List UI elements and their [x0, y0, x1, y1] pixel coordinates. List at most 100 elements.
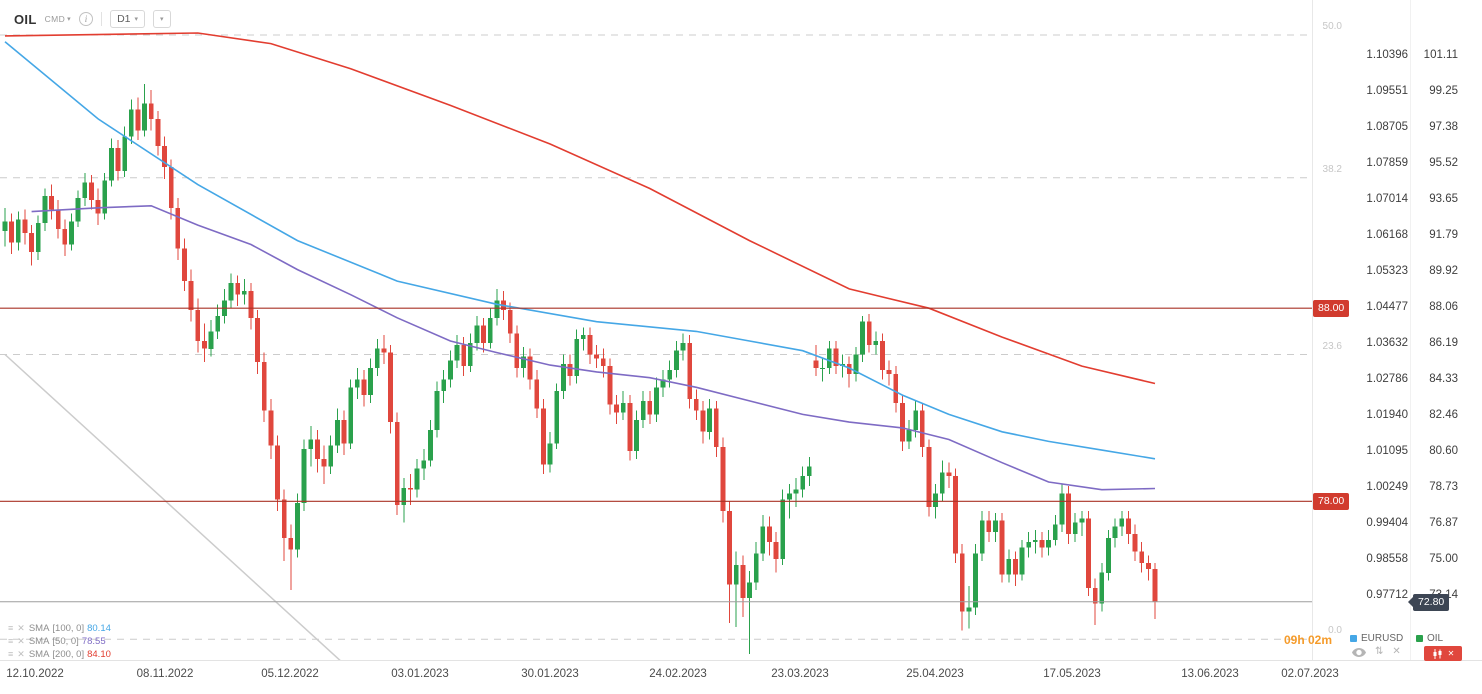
- eurusd-axis-label: 0.98558: [1366, 553, 1408, 566]
- oil-axis-label: 89.92: [1429, 265, 1458, 278]
- time-axis-label: 24.02.2023: [649, 668, 707, 680]
- close-icon: ✕: [1447, 648, 1455, 658]
- oil-axis-label: 80.60: [1429, 445, 1458, 458]
- indicator-params: [50, 0]: [52, 635, 79, 647]
- info-icon[interactable]: i: [79, 12, 94, 26]
- time-axis-label: 25.04.2023: [906, 668, 964, 680]
- time-axis-separator: [0, 660, 1482, 661]
- indicator-settings-icon[interactable]: ≡: [8, 648, 14, 659]
- eurusd-axis-label: 1.01940: [1366, 409, 1408, 422]
- timeframe-label: D1: [117, 13, 131, 25]
- plot-axis-separator: [1312, 0, 1313, 660]
- eurusd-axis-label: 1.06168: [1366, 228, 1408, 241]
- exchange-label: CMD: [44, 14, 66, 24]
- oil-axis-label: 86.19: [1429, 337, 1458, 350]
- indicator-row-sma50: ≡ ✕ SMA [50, 0] 78.55: [8, 635, 111, 647]
- fibonacci-level-lines[interactable]: [0, 34, 1312, 640]
- oil-axis-label: 75.00: [1429, 553, 1458, 566]
- time-axis-label: 02.07.2023: [1281, 668, 1339, 680]
- indicator-value: 80.14: [87, 622, 111, 634]
- oil-axis-label: 88.06: [1429, 301, 1458, 314]
- price-level-badge-88[interactable]: 88.00: [1313, 300, 1350, 318]
- indicator-params: [100, 0]: [52, 622, 85, 634]
- candle-countdown-timer: 09h 02m: [1283, 633, 1332, 647]
- indicator-remove-icon[interactable]: ✕: [17, 622, 25, 633]
- oil-axis-label: 93.65: [1429, 193, 1458, 206]
- time-axis-label: 30.01.2023: [521, 668, 579, 680]
- time-axis-label: 03.01.2023: [391, 668, 449, 680]
- indicator-remove-icon[interactable]: ✕: [17, 635, 25, 646]
- sma100-line[interactable]: [4, 41, 1156, 460]
- eurusd-axis-label: 1.05323: [1366, 265, 1408, 278]
- current-price-badge: 72.80: [1407, 593, 1450, 611]
- indicator-row-sma100: ≡ ✕ SMA [100, 0] 80.14: [8, 622, 111, 634]
- eurusd-axis-label: 1.04477: [1366, 301, 1408, 314]
- instrument-badge-oil[interactable]: ✕: [1424, 646, 1462, 661]
- axis-columns-separator: [1410, 0, 1411, 660]
- indicator-legend: ≡ ✕ SMA [100, 0] 80.14 ≡ ✕ SMA [50, 0] 7…: [8, 622, 111, 660]
- fib-level-label: 23.6: [1322, 340, 1342, 352]
- oil-axis-label: 76.87: [1429, 517, 1458, 530]
- legend-oil-label: OIL: [1427, 633, 1444, 644]
- toolbar-divider: [101, 12, 103, 26]
- chevron-down-icon: ▾: [160, 15, 164, 23]
- fib-level-label: 0.0: [1328, 625, 1342, 637]
- eye-icon[interactable]: [1352, 647, 1366, 657]
- eurusd-axis-label: 1.02786: [1366, 373, 1408, 386]
- price-level-badge-78[interactable]: 78.00: [1313, 493, 1350, 511]
- oil-axis-label: 97.38: [1429, 121, 1458, 134]
- chevron-down-icon: ▾: [67, 15, 72, 23]
- oil-axis-label: 78.73: [1429, 481, 1458, 494]
- oil-color-swatch: [1416, 635, 1423, 642]
- eurusd-axis-label: 0.99404: [1366, 517, 1408, 530]
- sort-arrows-icon[interactable]: ⇅: [1375, 646, 1384, 657]
- eurusd-axis-label: 1.10396: [1366, 49, 1408, 62]
- indicator-value: 84.10: [87, 648, 111, 660]
- legend-eurusd-label: EURUSD: [1361, 633, 1404, 644]
- eurusd-axis-label: 1.09551: [1366, 84, 1408, 97]
- chevron-down-icon: ▾: [134, 15, 139, 23]
- symbol-label: OIL: [14, 11, 37, 27]
- eurusd-price-axis[interactable]: 1.10396 1.09551 1.08705 1.07859 1.07014 1.061…: [1316, 0, 1408, 660]
- indicator-settings-icon[interactable]: ≡: [8, 635, 14, 646]
- axis-tools: ⇅ ✕: [1352, 647, 1401, 657]
- chart-options-dropdown[interactable]: ▾: [153, 10, 171, 28]
- timeframe-dropdown[interactable]: D1 ▾: [110, 10, 146, 28]
- indicator-name: SMA: [28, 648, 50, 660]
- legend-oil[interactable]: OIL: [1416, 633, 1443, 644]
- time-axis-label: 08.11.2022: [136, 668, 194, 680]
- time-axis-label: 12.10.2022: [6, 668, 64, 680]
- sma200-line[interactable]: [4, 32, 1156, 385]
- price-level-lines[interactable]: [0, 307, 1312, 502]
- indicator-params: [200, 0]: [52, 648, 85, 660]
- close-icon[interactable]: ✕: [1392, 646, 1401, 657]
- eurusd-axis-label: 1.03632: [1366, 337, 1408, 350]
- fib-level-label: 50.0: [1322, 20, 1342, 32]
- oil-axis-label: 91.79: [1429, 228, 1458, 241]
- legend-eurusd[interactable]: EURUSD: [1350, 633, 1403, 644]
- trendline[interactable]: [4, 353, 377, 661]
- fibonacci-labels-column: 50.0 38.2 23.6 0.0: [1314, 0, 1342, 660]
- time-axis-label: 13.06.2023: [1181, 668, 1239, 680]
- oil-axis-label: 95.52: [1429, 156, 1458, 169]
- eurusd-axis-label: 1.08705: [1366, 121, 1408, 134]
- oil-axis-label: 99.25: [1429, 84, 1458, 97]
- eurusd-axis-label: 1.07859: [1366, 156, 1408, 169]
- candlestick-icon: [1433, 648, 1442, 659]
- oil-price-axis[interactable]: 101.11 99.25 97.38 95.52 93.65 91.79 89.92 88.0…: [1414, 0, 1458, 660]
- time-axis-label: 23.03.2023: [771, 668, 829, 680]
- eurusd-axis-label: 1.01095: [1366, 445, 1408, 458]
- sma50-line[interactable]: [31, 204, 1156, 491]
- indicator-name: SMA: [28, 635, 50, 647]
- time-axis[interactable]: 12.10.2022 08.11.2022 05.12.2022 03.01.2023…: [0, 664, 1482, 692]
- price-chart-canvas[interactable]: [0, 0, 1312, 660]
- indicator-settings-icon[interactable]: ≡: [8, 622, 14, 633]
- eurusd-color-swatch: [1350, 635, 1357, 642]
- oil-axis-label: 82.46: [1429, 409, 1458, 422]
- indicator-remove-icon[interactable]: ✕: [17, 648, 25, 659]
- eurusd-axis-label: 1.07014: [1366, 193, 1408, 206]
- exchange-dropdown[interactable]: CMD ▾: [45, 14, 71, 24]
- chart-toolbar: OIL CMD ▾ i D1 ▾ ▾: [14, 10, 171, 28]
- indicator-row-sma200: ≡ ✕ SMA [200, 0] 84.10: [8, 648, 111, 660]
